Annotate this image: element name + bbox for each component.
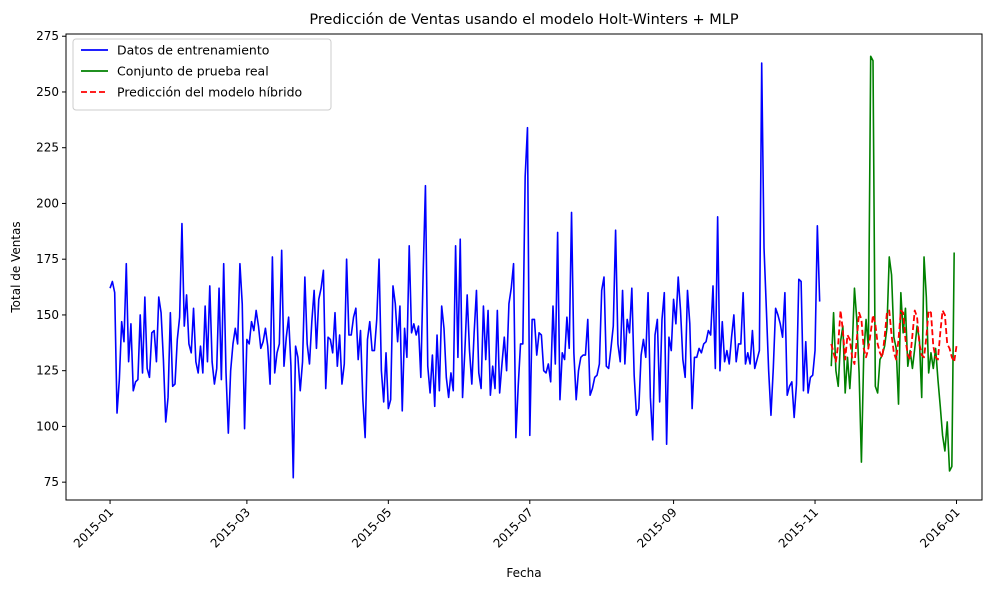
y-axis: 75 100 125 150 175 200 225 250 275 <box>36 29 66 489</box>
y-tick-label: 250 <box>36 85 59 99</box>
y-tick-label: 200 <box>36 196 59 210</box>
y-tick-label: 225 <box>36 141 59 155</box>
legend-label: Datos de entrenamiento <box>117 43 269 58</box>
legend-box <box>72 38 332 111</box>
plot-area <box>109 55 958 479</box>
series-line-1 <box>109 62 821 479</box>
y-tick-label: 125 <box>36 364 59 378</box>
y-tick-label: 100 <box>36 419 59 433</box>
series-line-3 <box>830 309 958 365</box>
y-tick-label: 275 <box>36 29 59 43</box>
x-axis-title: Fecha <box>506 566 541 580</box>
chart-title: Predicción de Ventas usando el modelo Ho… <box>309 12 738 28</box>
y-axis-title: Total de Ventas <box>9 221 23 313</box>
y-tick-label: 175 <box>36 252 59 266</box>
legend-label: Conjunto de prueba real <box>117 64 269 79</box>
plot-frame <box>65 33 983 501</box>
legend: Datos de entrenamiento Conjunto de prueba… <box>72 38 332 111</box>
legend-label: Predicción del modelo híbrido <box>117 85 302 100</box>
y-tick-label: 150 <box>36 308 59 322</box>
y-tick-label: 75 <box>44 475 59 489</box>
